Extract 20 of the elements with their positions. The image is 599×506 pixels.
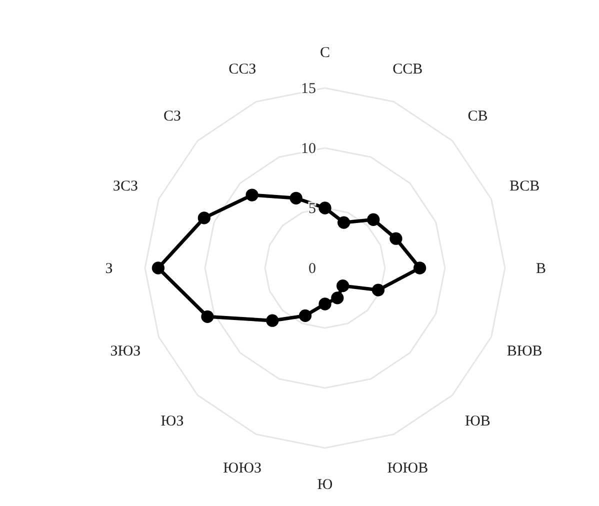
spoke-label: ЮВ	[465, 414, 490, 430]
spoke-label: С	[320, 45, 330, 61]
spoke-label: ССВ	[392, 61, 423, 78]
spoke-label: ЗСЗ	[112, 178, 138, 194]
y-tick-label: 0	[308, 261, 316, 277]
spoke-label: З	[105, 261, 113, 277]
y-tick-label: 15	[301, 81, 316, 97]
spoke-label: ВЮВ	[506, 344, 542, 360]
spoke-label: ЮЮЗ	[223, 460, 262, 477]
spoke-label: Ю	[317, 477, 333, 493]
spoke-label: ССЗ	[228, 61, 256, 78]
spoke-label: ВСВ	[510, 178, 540, 194]
spoke-label: ЮЮВ	[387, 460, 428, 477]
y-tick-label: 10	[301, 141, 316, 157]
spoke-label: В	[536, 261, 546, 277]
spoke-label: ЮЗ	[160, 414, 184, 430]
spoke-label: СВ	[468, 108, 488, 124]
spoke-label: ЗЮЗ	[110, 344, 141, 360]
y-tick-label: 5	[308, 201, 316, 217]
spoke-label: СЗ	[164, 108, 182, 124]
